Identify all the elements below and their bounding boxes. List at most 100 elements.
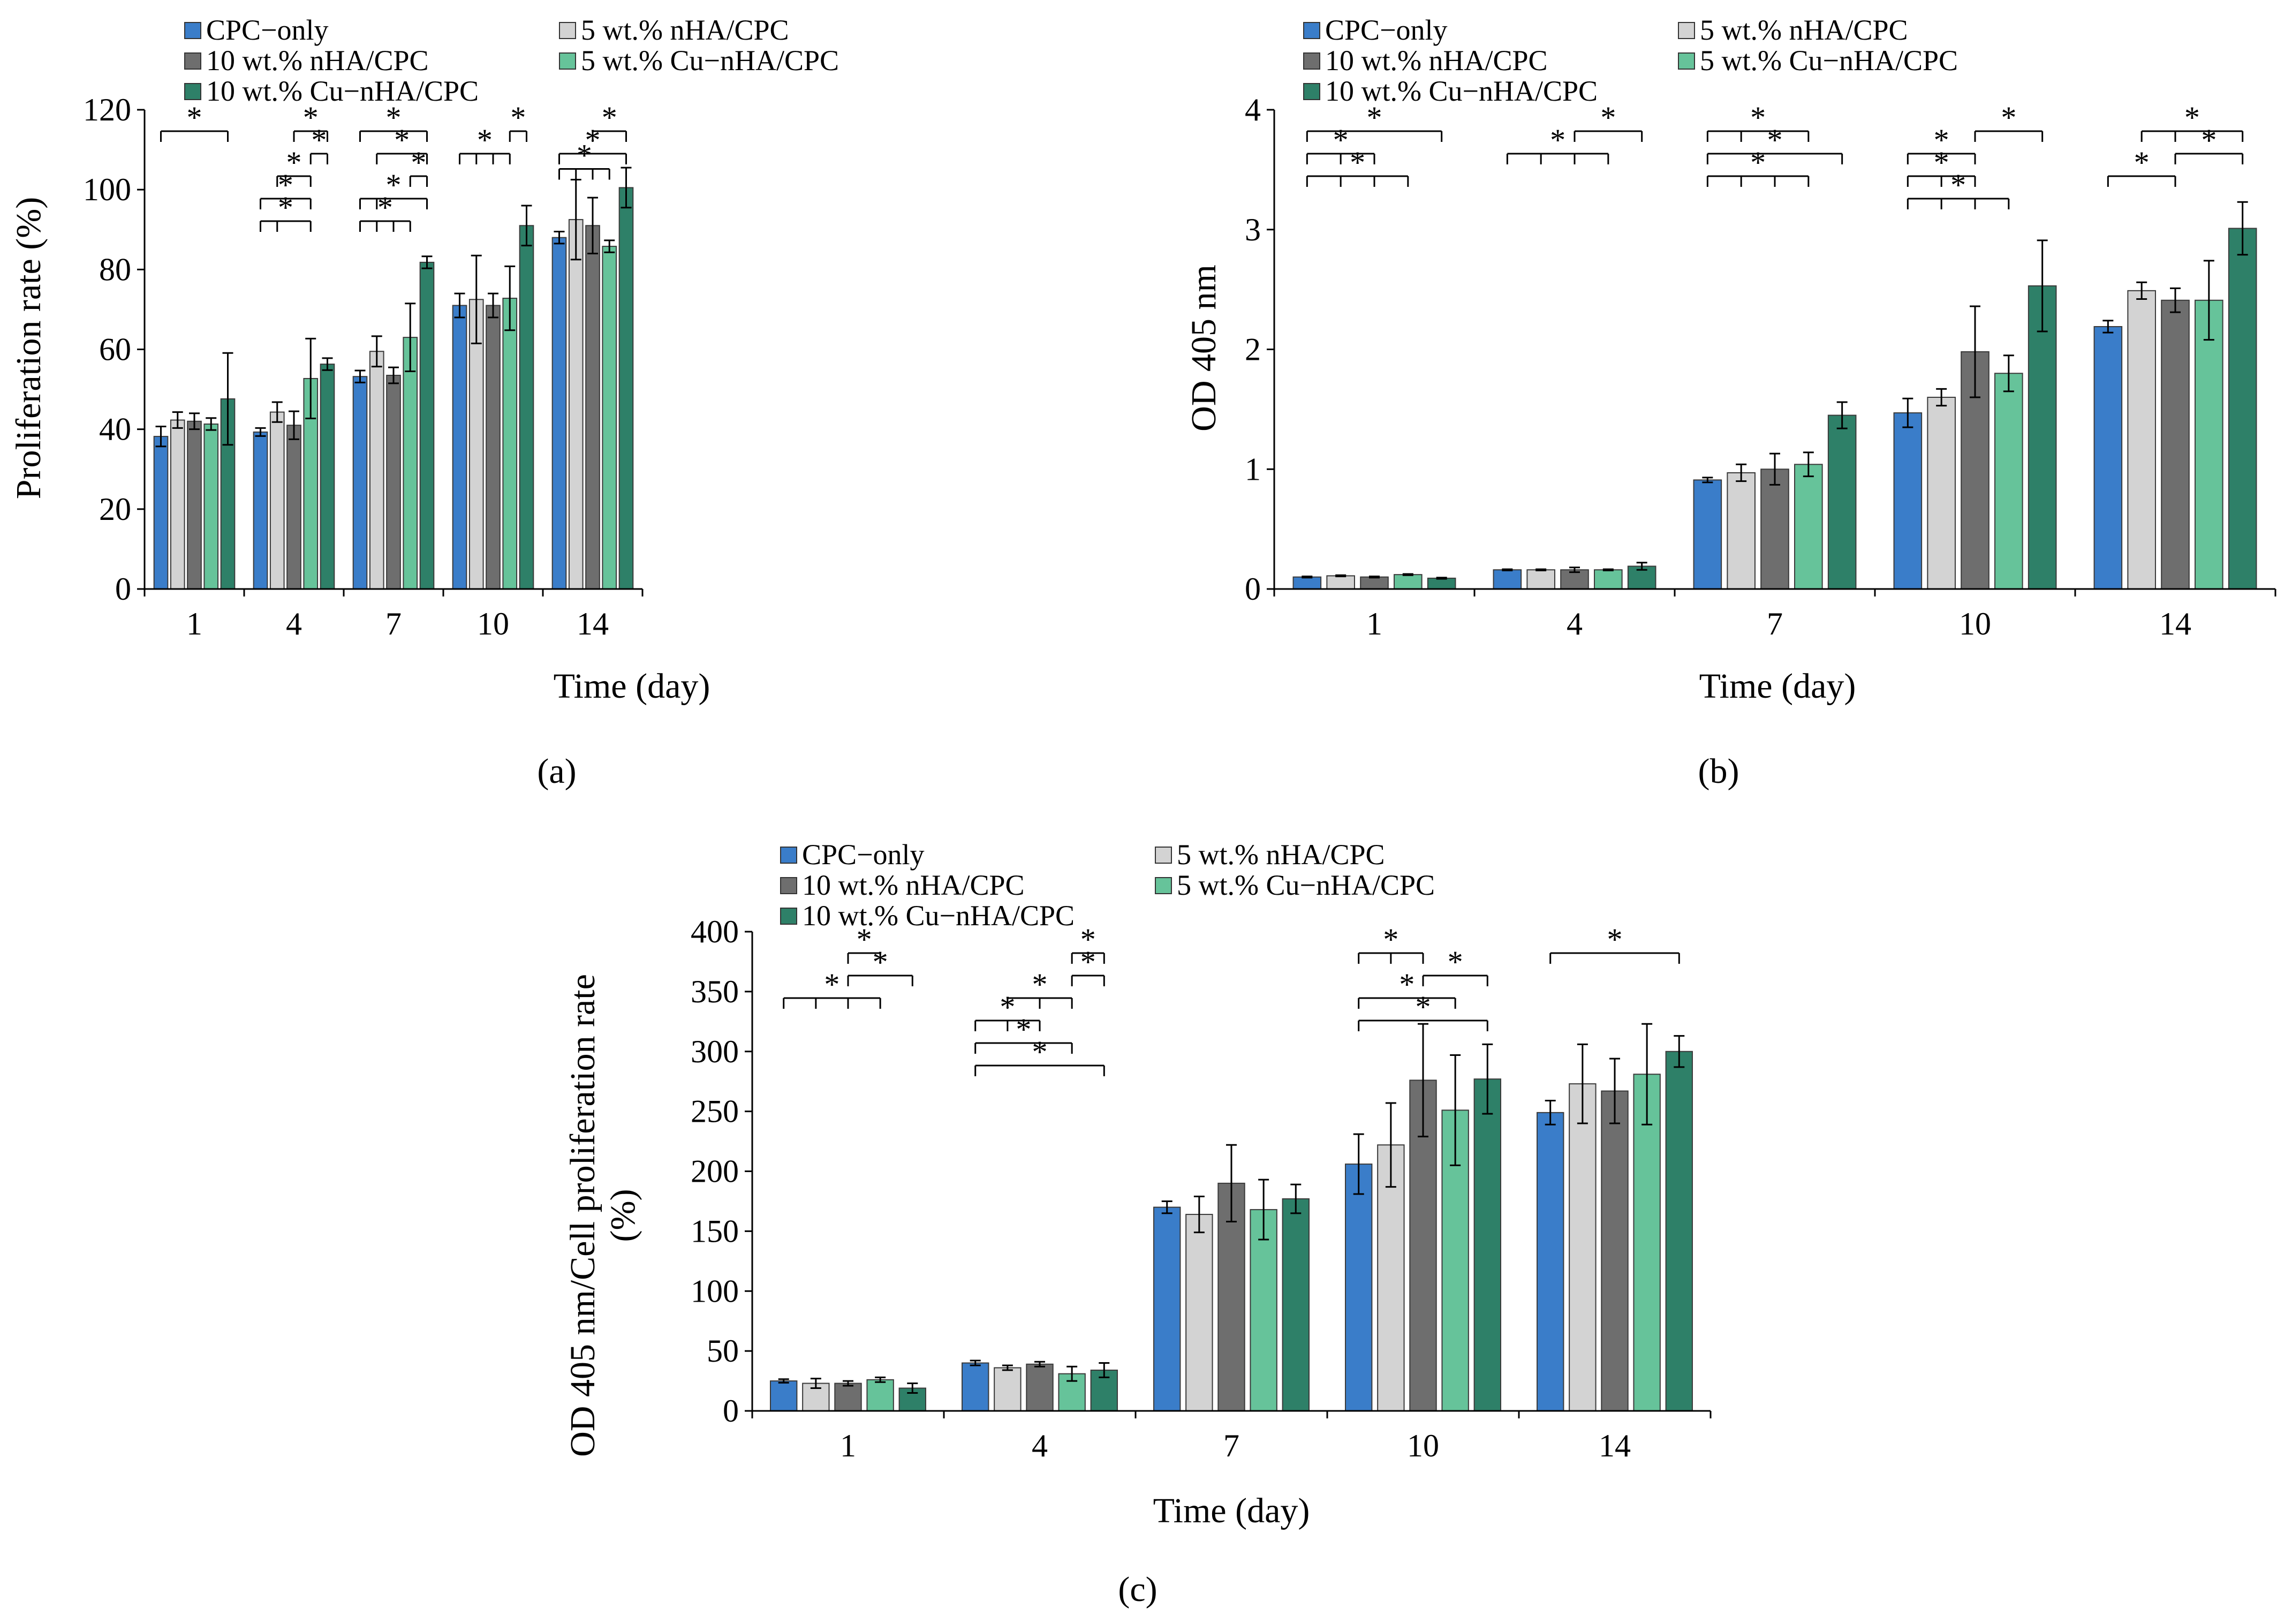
legend-swatch: [184, 52, 201, 70]
bar: [286, 425, 301, 590]
x-tick-label: 14: [1599, 1428, 1631, 1463]
legend-label: CPC−only: [802, 839, 925, 871]
chart-b: CPC−only 5 wt.% nHA/CPC 10 wt.% nHA/CPC …: [1184, 14, 2276, 791]
y-tick-label: 150: [691, 1213, 739, 1249]
significance-star: *: [187, 100, 202, 135]
significance-star: *: [1080, 922, 1096, 957]
legend-label: 10 wt.% Cu−nHA/CPC: [802, 900, 1075, 932]
significance-star: *: [1767, 123, 1783, 157]
bar: [1601, 1090, 1629, 1411]
y-tick-label: 20: [99, 492, 131, 527]
legend-entry: 10 wt.% nHA/CPC: [1303, 44, 1548, 77]
significance-star: *: [824, 967, 839, 1002]
x-tick-label: 10: [1959, 606, 1991, 641]
legend-label: 5 wt.% Cu−nHA/CPC: [1177, 869, 1435, 901]
y-tick-label: 0: [115, 571, 131, 607]
legend-swatch: [184, 83, 201, 100]
significance-star: *: [1607, 922, 1623, 957]
significance-star: *: [411, 145, 426, 180]
bar: [618, 187, 634, 590]
bar: [269, 411, 285, 590]
x-tick-label: 14: [577, 606, 609, 641]
significance-star: *: [1350, 145, 1365, 180]
significance-star: *: [1399, 967, 1414, 1002]
legend-label: CPC−only: [1325, 14, 1448, 46]
legend-swatch: [559, 22, 576, 39]
legend-label: 10 wt.% nHA/CPC: [1325, 44, 1548, 77]
legend-label: 10 wt.% nHA/CPC: [206, 44, 429, 77]
x-tick-label: 7: [1223, 1428, 1239, 1463]
significance-star: *: [2001, 100, 2016, 135]
bar: [468, 299, 484, 590]
bar: [519, 225, 534, 590]
y-tick-label: 200: [691, 1154, 739, 1189]
legend-swatch: [1303, 83, 1320, 100]
legend-label: 5 wt.% Cu−nHA/CPC: [1700, 44, 1958, 77]
bar: [1569, 1083, 1597, 1411]
bar: [1794, 464, 1823, 590]
legend-entry: CPC−only: [1303, 14, 1448, 46]
significance-star: *: [386, 168, 402, 202]
y-tick-label: 4: [1245, 92, 1261, 127]
bar: [1727, 472, 1756, 590]
x-tick-label: 7: [385, 606, 402, 641]
significance-star: *: [278, 190, 293, 225]
y-tick-label: 300: [691, 1034, 739, 1069]
bar: [187, 420, 202, 590]
bar: [1394, 574, 1423, 590]
bar: [1537, 1112, 1564, 1412]
legend-swatch: [1678, 22, 1695, 39]
bar: [1893, 412, 1923, 590]
significance-star: *: [2134, 145, 2150, 180]
bar: [2161, 299, 2190, 590]
bar: [602, 246, 617, 590]
bar: [502, 298, 518, 590]
legend-entry: 10 wt.% nHA/CPC: [184, 44, 429, 77]
significance-star: *: [510, 100, 526, 135]
bar: [568, 219, 584, 590]
significance-star: *: [1750, 100, 1766, 135]
x-tick-label: 14: [2159, 606, 2191, 641]
legend-label: 10 wt.% Cu−nHA/CPC: [1325, 75, 1598, 107]
bar: [1665, 1051, 1693, 1411]
bar: [486, 305, 501, 590]
bar: [352, 376, 368, 590]
legend-entry: CPC−only: [780, 839, 925, 871]
bar: [1026, 1363, 1054, 1412]
x-tick-label: 10: [477, 606, 509, 641]
bar: [2228, 228, 2257, 590]
y-tick-label: 250: [691, 1094, 739, 1129]
x-tick-label: 1: [840, 1428, 856, 1463]
bar: [153, 436, 169, 590]
legend-entry: 10 wt.% Cu−nHA/CPC: [780, 900, 1075, 932]
bar: [770, 1380, 798, 1411]
x-tick-label: 7: [1767, 606, 1783, 641]
bar: [170, 419, 185, 590]
significance-star: *: [1950, 168, 1966, 202]
bar: [1345, 1164, 1373, 1411]
chart-c-panel-label: (c): [1118, 1570, 1157, 1609]
bar: [369, 351, 384, 590]
significance-star: *: [1383, 922, 1398, 957]
chart-a-bars: [153, 167, 634, 590]
legend-entry: 10 wt.% Cu−nHA/CPC: [1303, 75, 1598, 107]
legend-swatch: [1155, 877, 1172, 894]
chart-a: CPC−only 5 wt.% nHA/CPC 10 wt.% nHA/CPC …: [9, 14, 839, 791]
significance-star: *: [2184, 100, 2200, 135]
bar: [1526, 569, 1555, 590]
chart-c-y-axis-label: OD 405 nm/Cell proliferation rate: [563, 974, 602, 1457]
chart-a-legend: CPC−only 5 wt.% nHA/CPC 10 wt.% nHA/CPC …: [184, 14, 839, 107]
bar: [203, 423, 219, 590]
significance-star: *: [311, 123, 327, 157]
y-tick-label: 100: [691, 1273, 739, 1309]
significance-star: *: [857, 922, 872, 957]
legend-swatch: [1678, 52, 1695, 70]
bar: [1760, 469, 1789, 590]
x-tick-label: 4: [1567, 606, 1583, 641]
bar: [866, 1379, 894, 1411]
legend-swatch: [1155, 847, 1172, 864]
bar: [1360, 576, 1389, 590]
chart-b-significance: ***************: [1306, 100, 2244, 209]
